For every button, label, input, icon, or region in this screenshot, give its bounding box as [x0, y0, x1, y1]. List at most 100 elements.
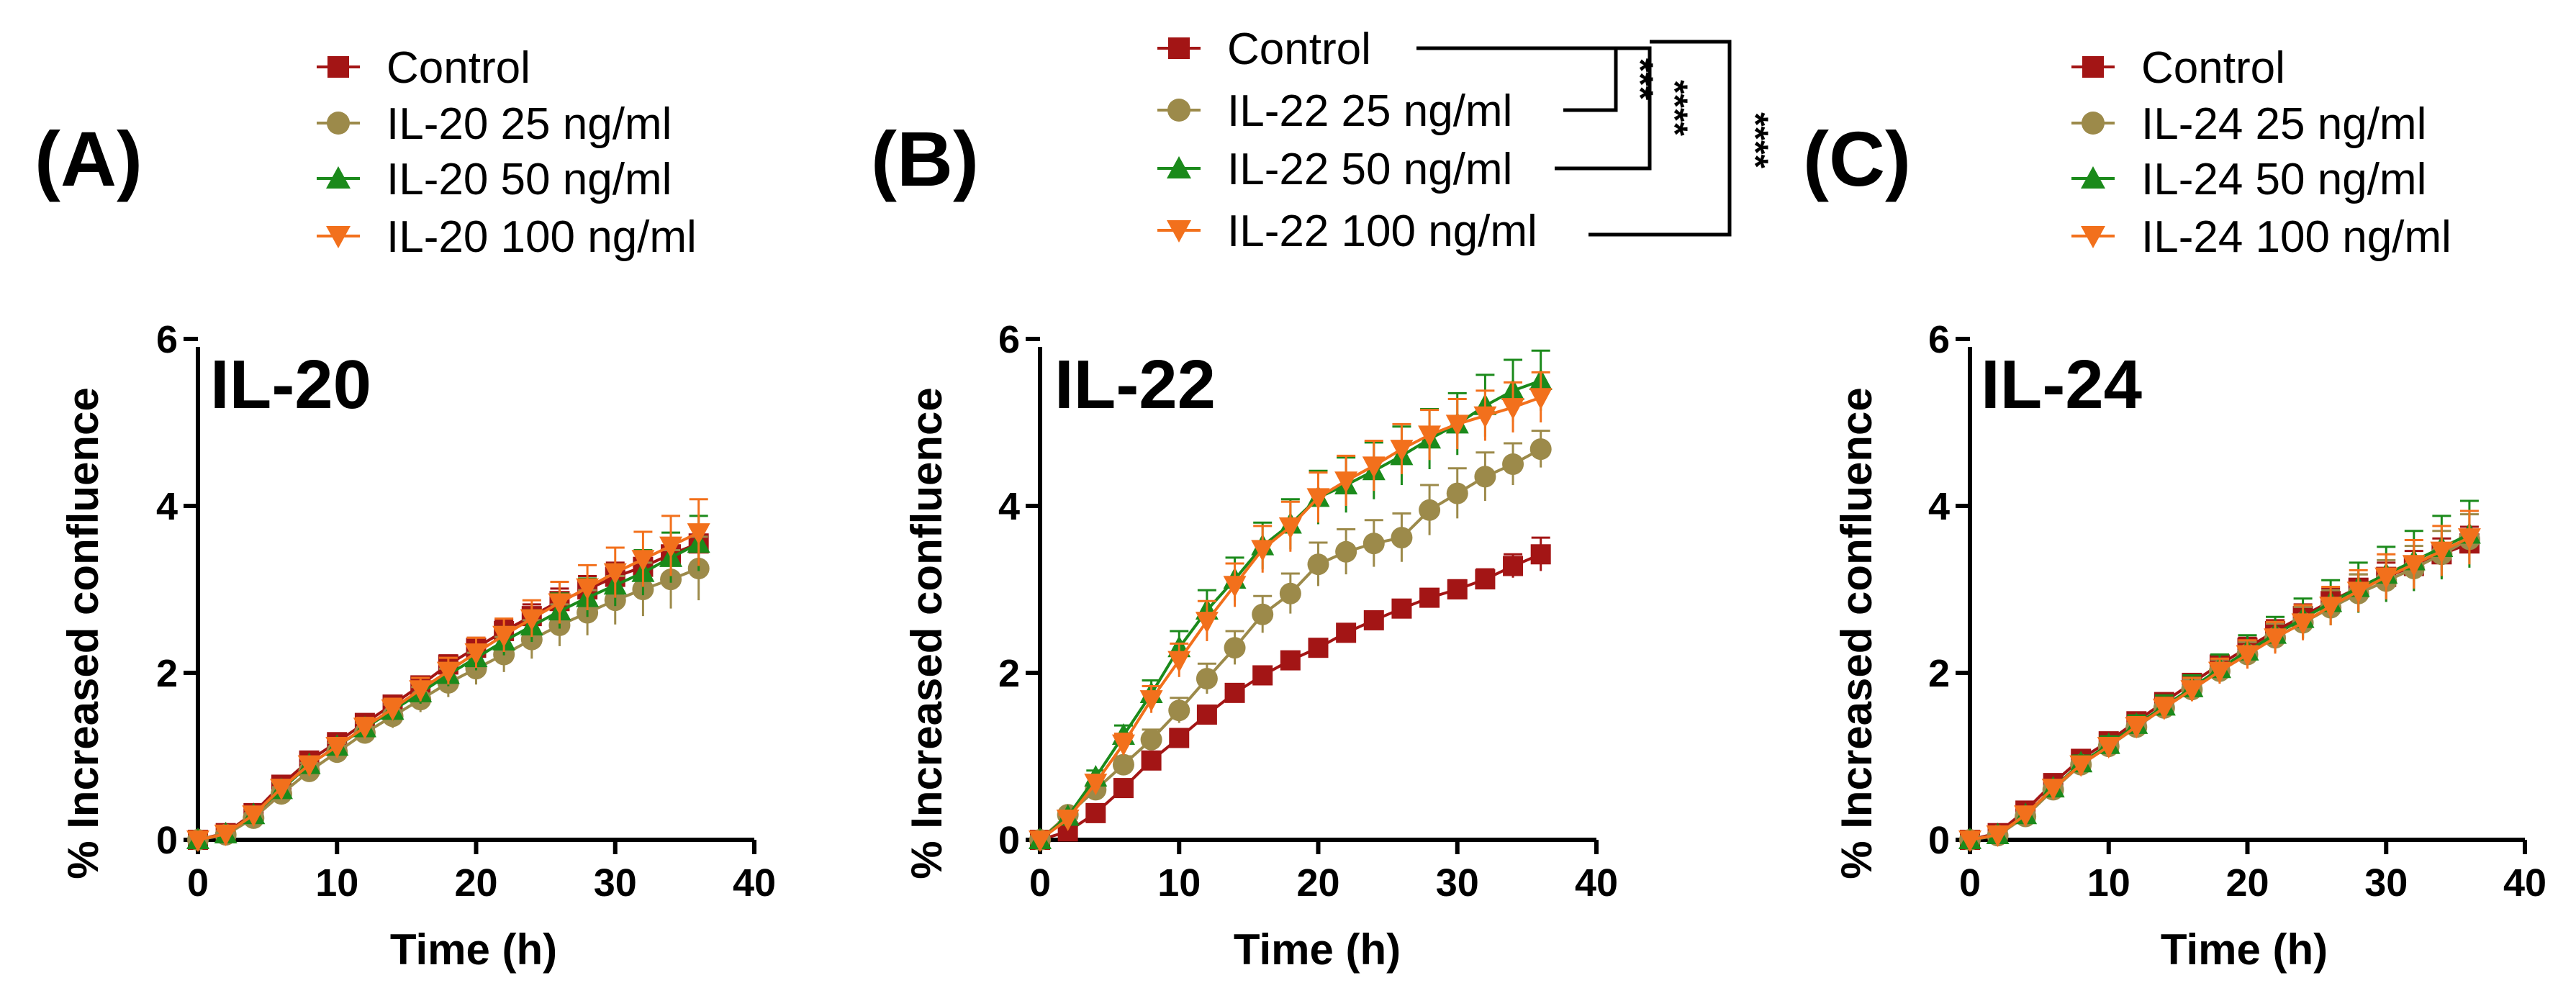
data-point: [1501, 398, 1525, 420]
data-point: [1141, 750, 1162, 771]
data-point: [1362, 533, 1385, 555]
data-point: [1195, 612, 1219, 634]
data-point: [603, 563, 627, 585]
panel-c-letter: (C): [1803, 115, 1911, 202]
data-point: [436, 661, 460, 684]
y-tick-label: 0: [998, 819, 1020, 862]
inset-title: IL-24: [1981, 346, 2142, 423]
data-point: [576, 578, 600, 600]
triangle-up-marker-icon: [326, 166, 351, 189]
data-point: [2236, 645, 2259, 667]
data-point: [242, 805, 266, 828]
legend-entry: IL-24 100 ng/ml: [2071, 212, 2451, 262]
y-tick-label: 2: [1928, 652, 1950, 695]
data-point: [269, 779, 293, 801]
data-point: [353, 717, 376, 740]
data-point: [1113, 778, 1134, 799]
data-point: [2402, 555, 2426, 577]
x-tick-label: 0: [187, 861, 209, 905]
y-tick-label: 4: [1928, 485, 1950, 528]
data-point: [325, 737, 349, 759]
panel-a-letter: (A): [35, 115, 143, 202]
legend-label: Control: [2141, 43, 2285, 93]
x-axis-title: Time (h): [2161, 925, 2328, 974]
panel-a: (A) Control IL-20 25 ng/ml IL-20 50 ng/m…: [35, 43, 776, 974]
legend-entry: IL-22 100 ng/ml: [1157, 207, 1537, 256]
data-point: [2125, 717, 2148, 739]
legend-entry: IL-24 50 ng/ml: [2071, 155, 2426, 204]
inset-title: IL-20: [210, 346, 371, 423]
data-point: [548, 593, 571, 615]
data-point: [1308, 638, 1329, 658]
data-point: [1503, 556, 1524, 576]
panel-b-legend: Control IL-22 25 ng/ml IL-22 50 ng/ml IL…: [1157, 24, 1537, 256]
significance-brackets: *** **** ****: [1416, 40, 1776, 237]
data-point: [2069, 755, 2093, 777]
legend-entry: IL-24 25 ng/ml: [2071, 99, 2426, 149]
square-marker-icon: [2082, 56, 2104, 78]
data-point: [1334, 471, 1358, 494]
data-point: [1530, 544, 1551, 565]
panel-a-plot-area: [186, 498, 710, 852]
series-triangle-down: [1029, 371, 1553, 852]
y-tick-label: 0: [1928, 819, 1950, 862]
legend-entry: Control: [317, 43, 530, 93]
significance-bracket: [1416, 46, 1618, 112]
panel-a-ticks: 0 10 20 30 40 0 2 4 6: [156, 318, 776, 905]
data-point: [1280, 650, 1301, 671]
data-point: [1529, 388, 1553, 410]
legend-label: IL-24 100 ng/ml: [2141, 212, 2451, 262]
panel-b: (B) Control IL-22 25 ng/ml IL-22 50 ng/m…: [871, 24, 1776, 974]
y-tick-label: 4: [156, 485, 178, 528]
data-point: [2374, 567, 2398, 589]
circle-marker-icon: [327, 112, 350, 135]
data-point: [214, 824, 238, 846]
legend-entry: IL-22 25 ng/ml: [1157, 86, 1512, 136]
data-point: [1167, 651, 1191, 673]
data-point: [1252, 665, 1273, 686]
data-point: [2097, 737, 2120, 759]
data-point: [1391, 598, 1412, 619]
panel-c-plot-area: [1958, 499, 2481, 852]
x-axis-title: Time (h): [1234, 925, 1401, 974]
x-tick-label: 20: [1296, 861, 1339, 905]
legend-label: Control: [1227, 24, 1371, 74]
legend-label: IL-22 50 ng/ml: [1227, 145, 1512, 194]
square-marker-icon: [327, 56, 349, 78]
x-tick-label: 10: [315, 861, 358, 905]
data-point: [1306, 488, 1330, 510]
data-point: [1986, 825, 2010, 848]
triangle-up-marker-icon: [2081, 166, 2105, 189]
markers: [186, 523, 710, 852]
data-point: [1307, 553, 1329, 576]
data-point: [492, 625, 516, 648]
data-point: [1084, 774, 1108, 796]
triangle-down-marker-icon: [2081, 226, 2105, 248]
x-tick-label: 10: [1157, 861, 1201, 905]
significance-bracket: [1588, 40, 1732, 237]
y-tick-label: 2: [998, 652, 1020, 695]
data-point: [1958, 830, 1981, 852]
data-point: [1196, 705, 1217, 725]
y-tick-label: 2: [156, 652, 178, 695]
significance-label: ***: [1620, 58, 1660, 101]
legend-label: IL-20 100 ng/ml: [387, 212, 697, 262]
legend-entry: IL-22 50 ng/ml: [1157, 145, 1512, 194]
legend-label: IL-24 25 ng/ml: [2141, 99, 2426, 149]
x-tick-label: 20: [454, 861, 497, 905]
data-point: [1224, 637, 1246, 659]
panel-b-plot-area: [1029, 349, 1553, 852]
x-tick-label: 10: [2087, 861, 2130, 905]
data-point: [1279, 582, 1301, 604]
data-point: [1419, 587, 1440, 608]
data-point: [1056, 810, 1080, 831]
markers: [1958, 528, 2481, 852]
data-point: [1252, 603, 1274, 625]
significance-bracket: [1555, 46, 1652, 171]
y-tick-label: 6: [998, 318, 1020, 361]
x-tick-label: 30: [1436, 861, 1479, 905]
y-tick-label: 6: [156, 318, 178, 361]
data-point: [1251, 540, 1275, 562]
data-point: [1168, 699, 1190, 722]
